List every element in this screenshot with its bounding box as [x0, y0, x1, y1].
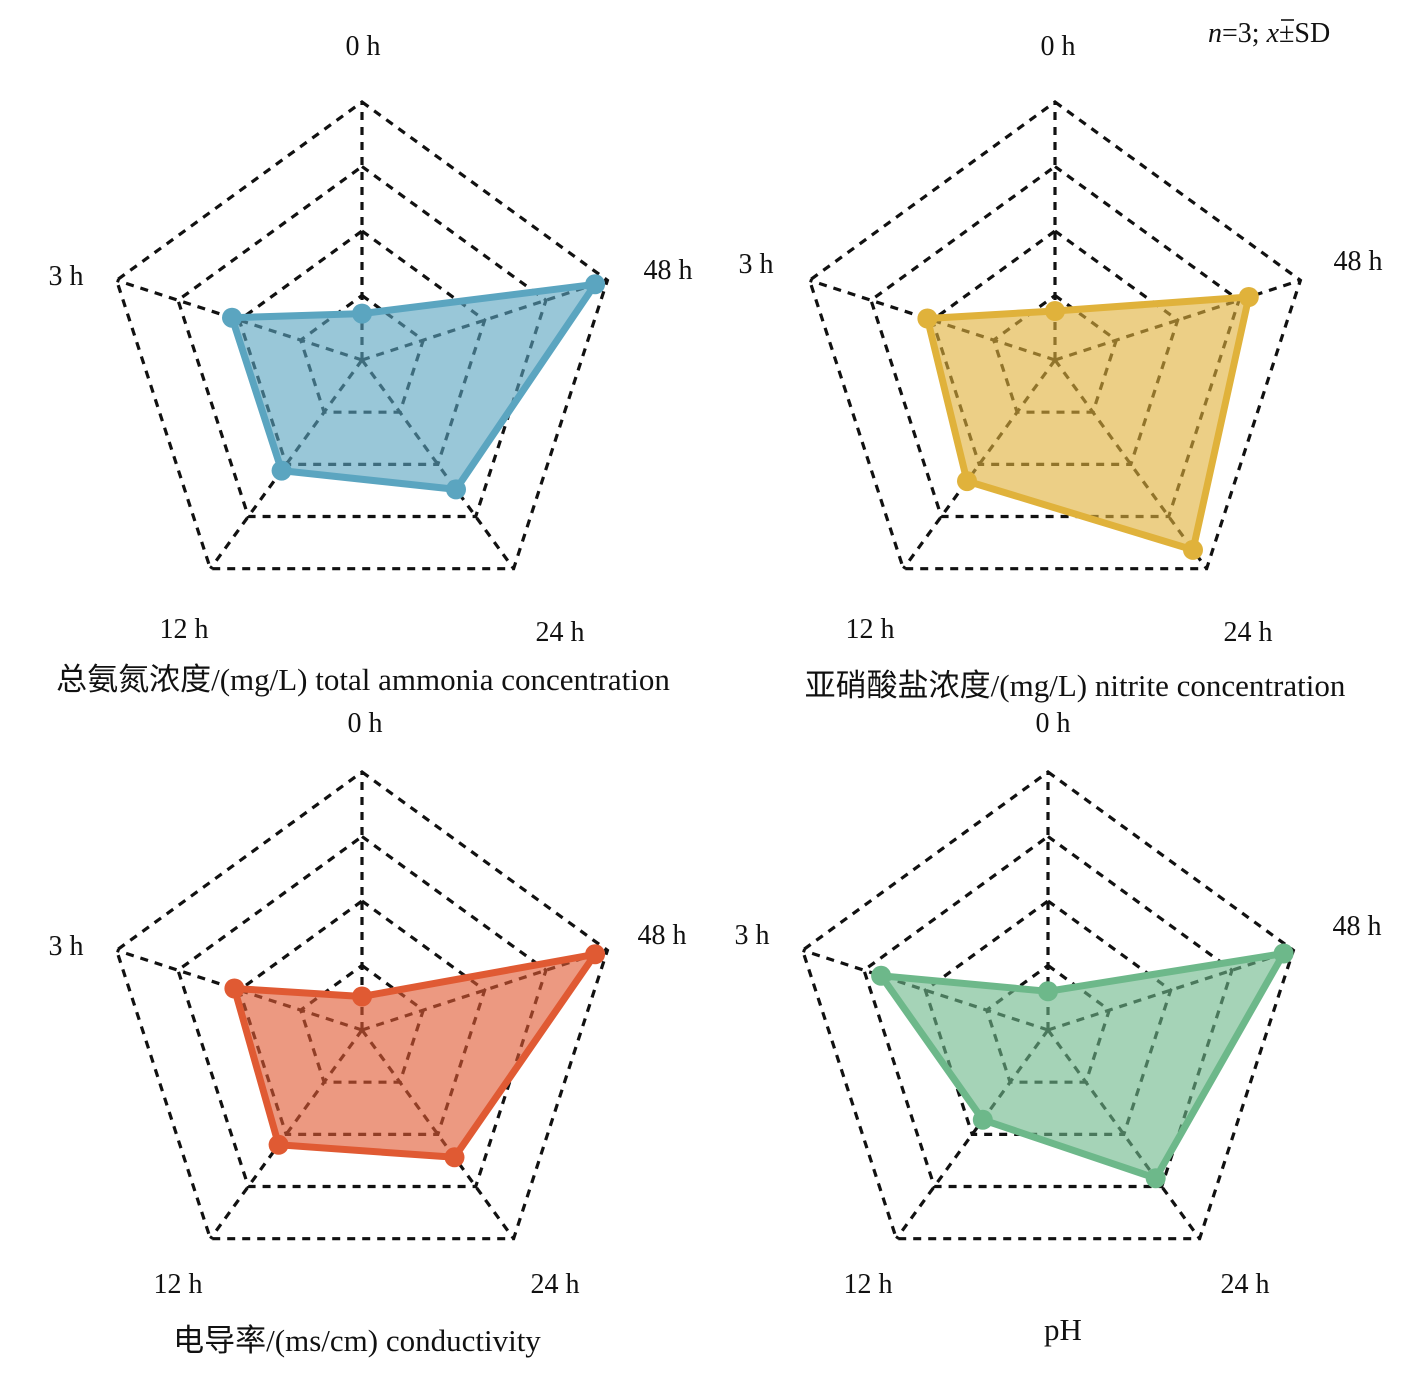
axis-label-48h: 48 h: [1333, 911, 1382, 942]
data-point-24h: [1145, 1168, 1166, 1189]
data-point-3h: [224, 978, 245, 999]
spoke-3h: [809, 278, 1056, 362]
grid-ring-3: [869, 164, 1241, 519]
axis-label-3h: 3 h: [735, 920, 770, 951]
grid-ring-3: [176, 834, 548, 1189]
axis-label-24h: 24 h: [1221, 1269, 1270, 1300]
chart-title: 总氨氮浓度/(mg/L) total ammonia concentration: [56, 662, 670, 697]
data-point-48h: [1273, 943, 1294, 964]
grid-ring-4: [800, 770, 1296, 1241]
axis-label-0h: 0 h: [1041, 31, 1076, 62]
axis-label-12h: 12 h: [154, 1269, 203, 1300]
data-point-24h: [446, 479, 466, 500]
chart-title: 亚硝酸盐浓度/(mg/L) nitrite concentration: [805, 668, 1346, 703]
radar-chart-2: 0 h 48 h 24 h 12 h 3 h 亚硝酸盐浓度/(mg/L) nitrite …: [739, 31, 1383, 703]
n-symbol: n: [1208, 18, 1222, 49]
data-area: [923, 293, 1253, 554]
data-point-12h: [271, 460, 292, 481]
data-point-3h: [222, 307, 242, 328]
axis-label-24h: 24 h: [536, 617, 585, 648]
axis-label-0h: 0 h: [346, 31, 381, 62]
data-point-12h: [268, 1134, 289, 1155]
axis-label-48h: 48 h: [638, 920, 687, 951]
data-area: [877, 950, 1288, 1182]
axis-label-12h: 12 h: [844, 1269, 893, 1300]
grid-ring-3: [862, 834, 1234, 1189]
axis-label-48h: 48 h: [1334, 246, 1383, 277]
radar-chart-3: 0 h 48 h 24 h 12 h 3 h 电导率/(ms/cm) conductivi…: [49, 708, 687, 1358]
x-bar-symbol: x: [1266, 18, 1280, 49]
chart-title: 电导率/(ms/cm) conductivity: [173, 1323, 541, 1358]
radar-chart-4: 0 h 48 h 24 h 12 h 3 h pH: [735, 708, 1382, 1347]
data-area: [228, 280, 599, 493]
axis-label-0h: 0 h: [348, 708, 383, 739]
data-point-12h: [957, 471, 977, 492]
data-point-3h: [871, 965, 892, 986]
n-value: =3;: [1222, 18, 1267, 49]
data-area: [230, 950, 599, 1161]
axis-label-48h: 48 h: [644, 255, 693, 286]
grid-ring-4: [114, 770, 610, 1241]
axis-label-12h: 12 h: [846, 614, 895, 645]
axis-label-3h: 3 h: [49, 261, 84, 292]
spoke-3h: [116, 948, 363, 1032]
data-point-3h: [917, 308, 938, 329]
spoke-3h: [802, 948, 1049, 1032]
sd-label: ±SD: [1279, 18, 1330, 49]
data-point-0h: [352, 986, 372, 1007]
grid-ring-3: [176, 164, 548, 519]
spoke-12h: [209, 359, 364, 570]
grid-ring-4: [807, 100, 1303, 571]
spoke-24h: [360, 359, 515, 570]
data-point-48h: [585, 944, 606, 965]
data-point-48h: [1238, 287, 1259, 307]
axis-label-3h: 3 h: [49, 931, 84, 962]
chart-title: pH: [1044, 1312, 1082, 1347]
axis-label-24h: 24 h: [1224, 617, 1273, 648]
stat-note: n=3; x±SD: [1208, 18, 1330, 49]
spoke-3h: [116, 278, 363, 362]
grid-ring-4: [114, 100, 610, 571]
data-point-24h: [1183, 539, 1203, 560]
data-point-0h: [1038, 981, 1058, 1002]
spoke-12h: [895, 1029, 1050, 1240]
axis-label-24h: 24 h: [531, 1269, 580, 1300]
spoke-48h: [1054, 278, 1301, 362]
radar-charts: 0 h 48 h 24 h 12 h 3 h 总氨氮浓度/(mg/L) total amm…: [49, 31, 1383, 1358]
data-point-0h: [1045, 301, 1065, 321]
axis-label-3h: 3 h: [739, 249, 774, 280]
data-point-48h: [585, 274, 606, 295]
axis-label-0h: 0 h: [1036, 708, 1071, 739]
data-point-24h: [444, 1147, 465, 1168]
spoke-24h: [360, 1029, 515, 1240]
data-point-12h: [972, 1109, 993, 1130]
axis-label-12h: 12 h: [160, 614, 209, 645]
spoke-12h: [209, 1029, 364, 1240]
data-point-0h: [352, 303, 372, 324]
radar-chart-1: 0 h 48 h 24 h 12 h 3 h 总氨氮浓度/(mg/L) total amm…: [49, 31, 693, 697]
spoke-24h: [1046, 1029, 1201, 1240]
spoke-12h: [902, 359, 1057, 570]
